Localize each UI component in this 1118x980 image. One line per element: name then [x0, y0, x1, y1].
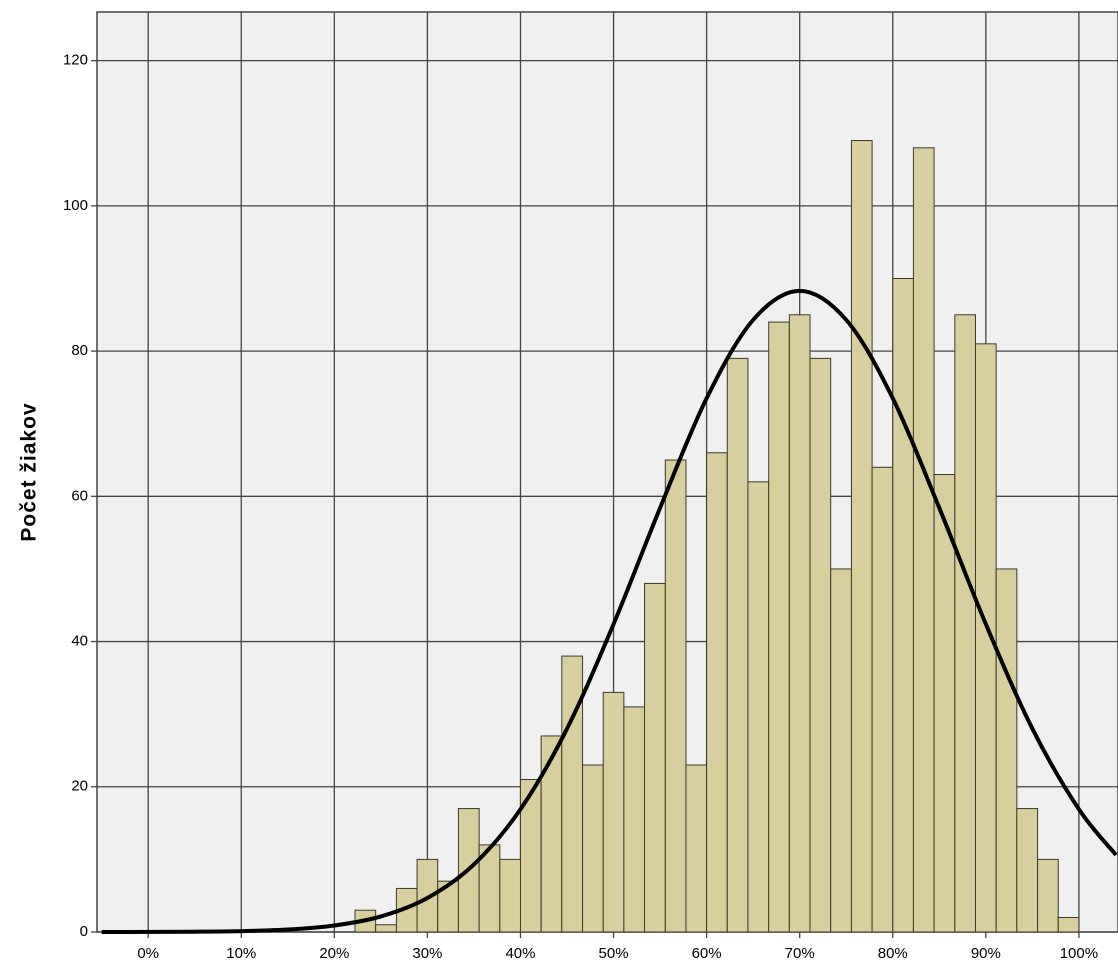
x-tick-label: 0%: [137, 945, 159, 962]
bar: [1057, 916, 1080, 933]
x-tick-label: 60%: [692, 945, 722, 962]
bar: [830, 568, 852, 933]
y-tick-label: 20: [71, 778, 88, 795]
bar: [540, 735, 563, 933]
y-axis-label: Počet žiakov: [18, 402, 41, 541]
x-tick-label: 40%: [505, 945, 535, 962]
x-tick-label: 50%: [599, 945, 629, 962]
bar: [499, 858, 521, 933]
bar: [664, 459, 687, 933]
bar: [602, 691, 625, 933]
x-tick-label: 70%: [785, 945, 815, 962]
y-tick-label: 0: [80, 923, 88, 940]
bar: [747, 481, 770, 933]
bar: [788, 314, 811, 933]
y-tick-label: 40: [71, 633, 88, 650]
x-tick-label: 10%: [226, 945, 256, 962]
x-tick-label: 100%: [1060, 945, 1098, 962]
bar: [582, 764, 604, 933]
y-tick-label: 120: [63, 52, 88, 69]
x-tick-label: 30%: [412, 945, 442, 962]
bar: [1016, 808, 1039, 933]
bar: [561, 655, 584, 933]
y-tick-label: 80: [71, 342, 88, 359]
bar: [892, 277, 914, 933]
y-tick-label: 60: [71, 487, 88, 504]
bar: [871, 466, 894, 933]
bar: [706, 452, 728, 933]
bar: [768, 321, 790, 933]
x-tick-label: 80%: [878, 945, 908, 962]
x-tick-label: 90%: [971, 945, 1001, 962]
bar: [995, 568, 1018, 933]
bar: [1037, 858, 1059, 933]
bar: [644, 582, 666, 933]
bar: [685, 764, 708, 933]
bar: [623, 706, 646, 933]
bar: [912, 147, 935, 933]
bar: [375, 924, 397, 933]
bar: [726, 357, 749, 933]
x-tick-label: 20%: [319, 945, 349, 962]
bar: [809, 357, 832, 933]
bar: [850, 140, 873, 933]
normal-curve: [101, 288, 1118, 934]
bar: [954, 314, 977, 933]
y-tick-label: 100: [63, 197, 88, 214]
